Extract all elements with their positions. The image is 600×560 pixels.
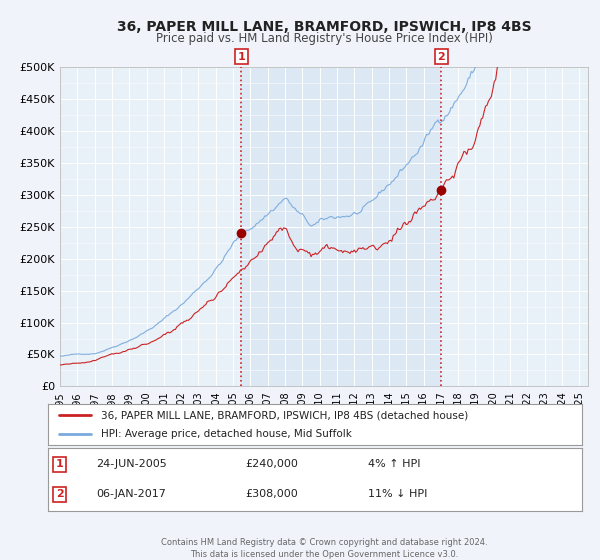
- Text: 11% ↓ HPI: 11% ↓ HPI: [368, 489, 428, 500]
- Text: 36, PAPER MILL LANE, BRAMFORD, IPSWICH, IP8 4BS: 36, PAPER MILL LANE, BRAMFORD, IPSWICH, …: [116, 20, 532, 34]
- Text: 1: 1: [56, 459, 64, 469]
- Text: £308,000: £308,000: [245, 489, 298, 500]
- Text: 2: 2: [437, 52, 445, 62]
- Text: £240,000: £240,000: [245, 459, 298, 469]
- Text: Price paid vs. HM Land Registry's House Price Index (HPI): Price paid vs. HM Land Registry's House …: [155, 32, 493, 45]
- Text: 36, PAPER MILL LANE, BRAMFORD, IPSWICH, IP8 4BS (detached house): 36, PAPER MILL LANE, BRAMFORD, IPSWICH, …: [101, 410, 469, 421]
- Text: 4% ↑ HPI: 4% ↑ HPI: [368, 459, 421, 469]
- Text: 2: 2: [56, 489, 64, 500]
- Text: 1: 1: [238, 52, 245, 62]
- Bar: [241, 67, 441, 386]
- Text: Contains HM Land Registry data © Crown copyright and database right 2024.
This d: Contains HM Land Registry data © Crown c…: [161, 538, 487, 559]
- Text: 06-JAN-2017: 06-JAN-2017: [96, 489, 166, 500]
- Text: 24-JUN-2005: 24-JUN-2005: [96, 459, 167, 469]
- Text: HPI: Average price, detached house, Mid Suffolk: HPI: Average price, detached house, Mid …: [101, 429, 352, 439]
